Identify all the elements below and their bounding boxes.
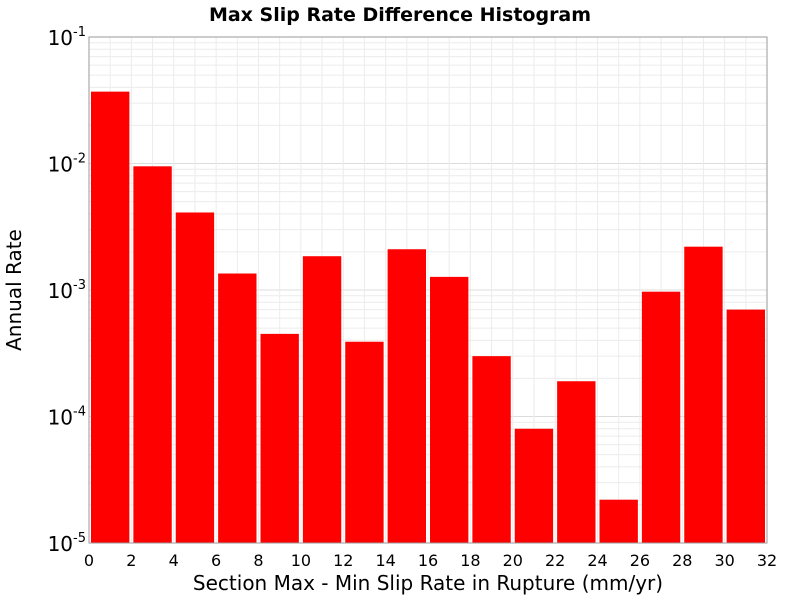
y-tick-label: 10-3 <box>48 278 86 303</box>
histogram-bar <box>641 291 681 543</box>
x-tick-label: 20 <box>503 551 523 570</box>
x-tick-label: 14 <box>375 551 395 570</box>
histogram-bar <box>599 499 638 543</box>
x-tick-labels: 0 2 4 6 8 10 12 14 16 18 20 22 24 26 28 30 32 <box>84 551 777 570</box>
histogram-bar <box>175 212 215 543</box>
y-tick-label: 10-5 <box>48 531 86 556</box>
histogram-bar <box>684 246 723 543</box>
histogram-bar <box>472 356 511 543</box>
x-tick-label: 6 <box>211 551 221 570</box>
chart-title: Max Slip Rate Difference Histogram <box>209 4 591 26</box>
x-tick-label: 8 <box>253 551 263 570</box>
x-axis-label: Section Max - Min Slip Rate in Rupture (… <box>193 571 663 595</box>
x-tick-label: 26 <box>630 551 650 570</box>
histogram-bar <box>218 273 257 543</box>
histogram-bar <box>387 249 426 543</box>
y-tick-label: 10-1 <box>48 25 86 50</box>
y-axis-label: Annual Rate <box>2 229 26 351</box>
y-tick-label: 10-4 <box>48 405 86 430</box>
histogram-bar <box>133 166 172 543</box>
histogram-bar <box>260 333 299 543</box>
bars <box>91 91 765 543</box>
x-tick-label: 10 <box>291 551 311 570</box>
x-tick-label: 24 <box>587 551 607 570</box>
x-tick-label: 28 <box>672 551 692 570</box>
x-tick-label: 30 <box>714 551 734 570</box>
x-tick-label: 22 <box>545 551 565 570</box>
x-tick-label: 16 <box>418 551 438 570</box>
y-tick-label: 10-2 <box>48 152 86 177</box>
x-tick-label: 2 <box>126 551 136 570</box>
x-tick-label: 0 <box>84 551 94 570</box>
x-tick-label: 18 <box>460 551 480 570</box>
plot-frame <box>88 36 768 544</box>
histogram-bar <box>345 341 384 543</box>
histogram-bar <box>302 256 342 543</box>
y-tick-labels: 10-1 10-2 10-3 10-4 10-5 <box>48 25 86 556</box>
x-tick-label: 32 <box>757 551 777 570</box>
histogram-bar <box>557 381 596 543</box>
histogram-bar <box>726 309 765 543</box>
histogram-bar <box>91 91 130 543</box>
x-tick-label: 4 <box>169 551 179 570</box>
x-tick-label: 12 <box>333 551 353 570</box>
histogram-bar <box>430 276 469 543</box>
histogram-bar <box>514 428 554 543</box>
